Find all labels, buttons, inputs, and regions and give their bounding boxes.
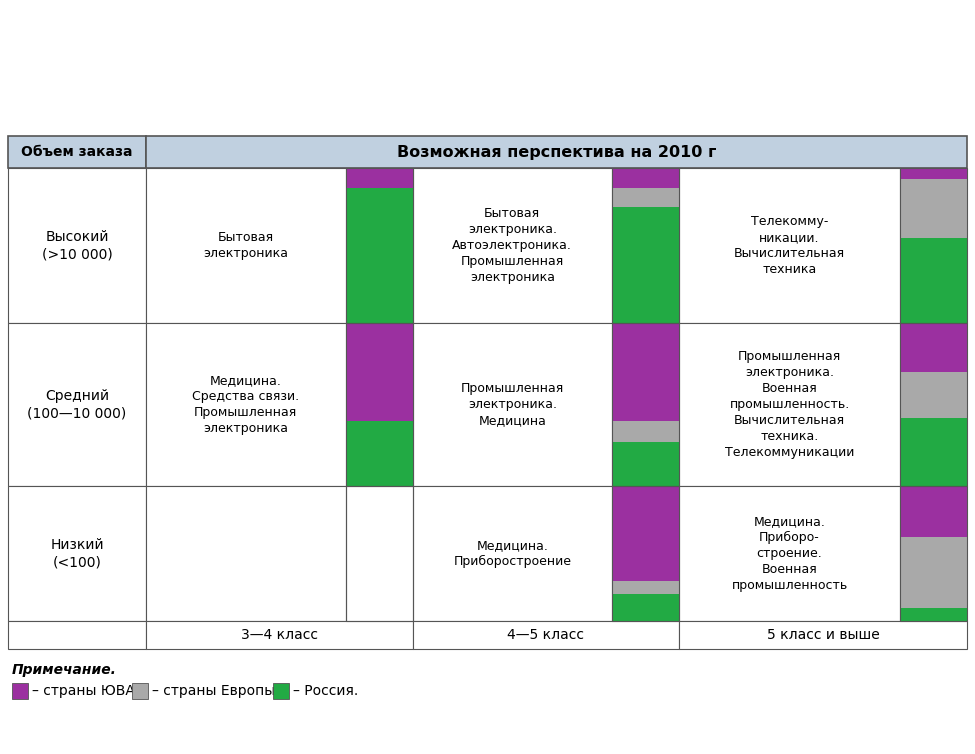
Bar [412, 323, 612, 486]
Bar [8, 486, 146, 621]
Text: 3—4 класс: 3—4 класс [241, 628, 318, 642]
Bar [346, 421, 412, 486]
Text: – Россия.: – Россия. [293, 684, 359, 698]
Text: Промышленная
электроника.
Военная
промышленность.
Вычислительная
техника.
Телеко: Промышленная электроника. Военная промыш… [724, 350, 854, 459]
Bar [612, 581, 679, 594]
Bar [346, 323, 412, 421]
Bar [412, 486, 612, 621]
Text: – страны ЮВА;: – страны ЮВА; [32, 684, 139, 698]
Bar [273, 683, 290, 699]
Bar [679, 168, 900, 323]
Bar [8, 323, 146, 486]
Bar [346, 168, 412, 188]
Bar [146, 486, 346, 621]
Bar [146, 323, 346, 486]
Text: Медицина.
Приборо-
строение.
Военная
промышленность: Медицина. Приборо- строение. Военная про… [731, 515, 847, 592]
Bar [8, 621, 146, 649]
Bar [612, 323, 679, 486]
Text: Медицина.
Приборостроение: Медицина. Приборостроение [453, 539, 571, 568]
Text: Бытовая
электроника.
Автоэлектроника.
Промышленная
электроника: Бытовая электроника. Автоэлектроника. Пр… [452, 207, 572, 284]
Text: – страны Европы;: – страны Европы; [152, 684, 280, 698]
Text: Бытовая
электроника: Бытовая электроника [204, 231, 289, 260]
Bar [900, 486, 967, 538]
Bar [900, 323, 967, 486]
Bar [612, 421, 679, 442]
Bar [8, 136, 146, 168]
Bar [679, 323, 900, 486]
Text: Объем заказа: Объем заказа [21, 145, 133, 159]
Bar [900, 168, 967, 179]
Bar [679, 486, 900, 621]
Text: Низкий
(<100): Низкий (<100) [51, 538, 104, 569]
Bar [346, 486, 412, 621]
Text: 4—5 класс: 4—5 класс [507, 628, 584, 642]
Bar [612, 486, 679, 621]
Bar [612, 323, 679, 421]
Bar [612, 486, 679, 581]
Bar [12, 683, 28, 699]
Bar [412, 621, 679, 649]
Bar [900, 179, 967, 238]
Text: Промышленная
электроника.
Медицина: Промышленная электроника. Медицина [460, 382, 564, 427]
Bar [133, 683, 148, 699]
Bar [900, 372, 967, 418]
Bar [612, 207, 679, 323]
Bar [900, 608, 967, 621]
Text: Возможная перспектива на 2010 г: Возможная перспектива на 2010 г [397, 145, 717, 160]
Bar [900, 323, 967, 372]
Bar [612, 168, 679, 188]
Bar [146, 168, 346, 323]
Bar [346, 168, 412, 323]
Bar [146, 136, 967, 168]
Bar [8, 168, 146, 323]
Text: Средний
(100—10 000): Средний (100—10 000) [27, 389, 127, 420]
Bar [679, 621, 967, 649]
Bar [900, 538, 967, 608]
Bar [412, 168, 612, 323]
Bar [346, 188, 412, 323]
Bar [900, 238, 967, 323]
Bar [900, 418, 967, 486]
Bar [146, 621, 412, 649]
Bar [346, 323, 412, 486]
Bar [612, 188, 679, 207]
Bar [900, 168, 967, 323]
Bar [900, 486, 967, 621]
Text: Высокий
(>10 000): Высокий (>10 000) [42, 230, 112, 261]
Bar [612, 594, 679, 621]
Text: Медицина.
Средства связи.
Промышленная
электроника: Медицина. Средства связи. Промышленная э… [192, 374, 299, 435]
Bar [612, 442, 679, 486]
Text: Примечание.: Примечание. [12, 663, 117, 677]
Text: Телекомму-
никации.
Вычислительная
техника: Телекомму- никации. Вычислительная техни… [734, 215, 845, 276]
Text: 5 класс и выше: 5 класс и выше [766, 628, 879, 642]
Bar [612, 168, 679, 323]
